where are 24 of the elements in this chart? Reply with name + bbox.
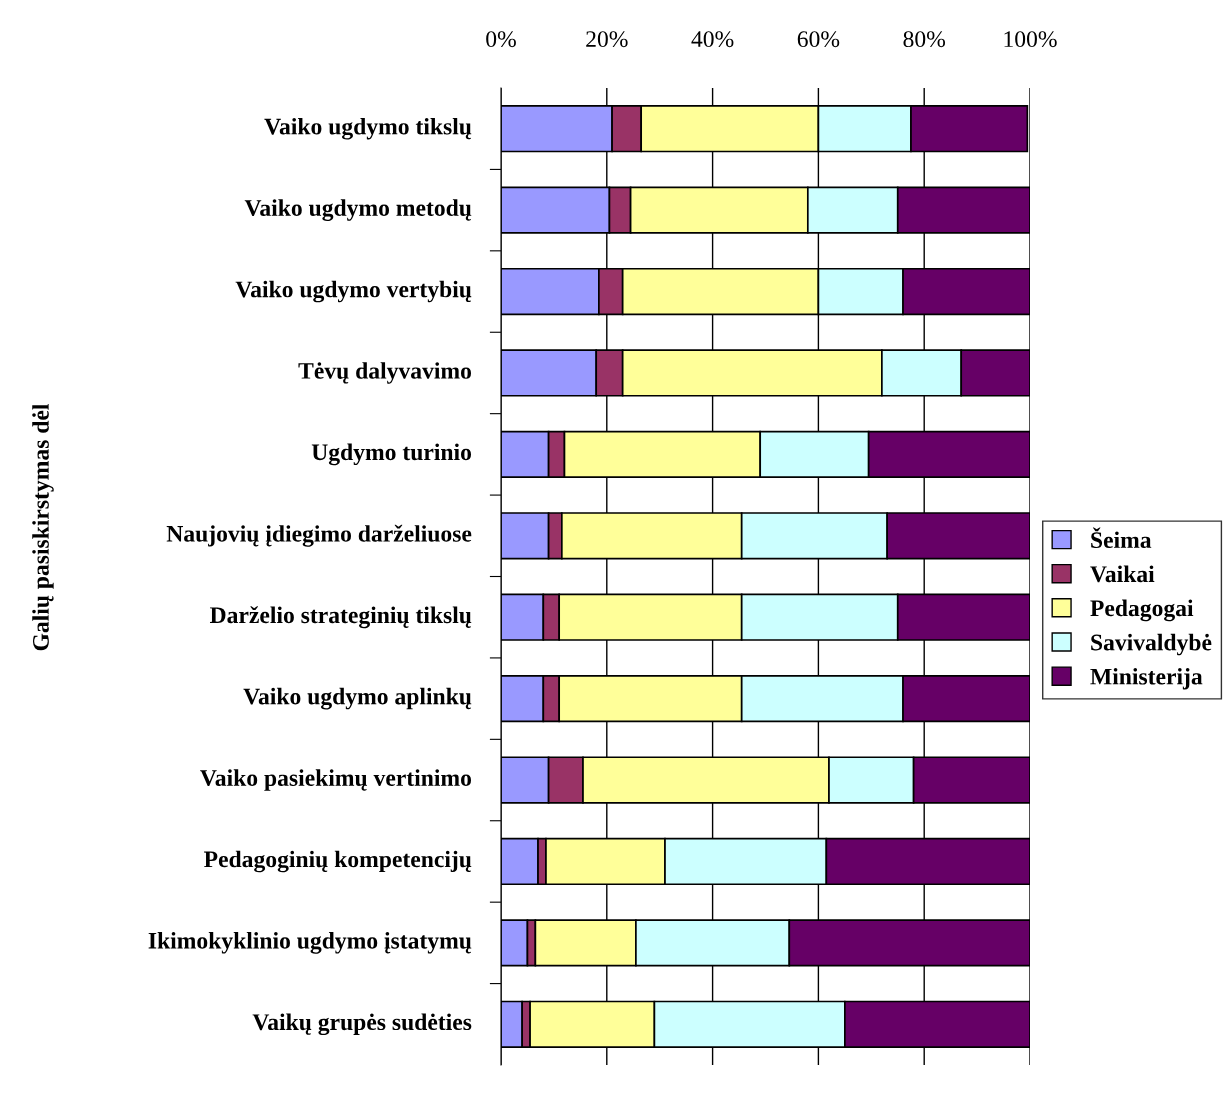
y-tick-label: Ugdymo turinio xyxy=(311,443,472,466)
y-tick-label: Pedagoginių kompetencijų xyxy=(204,850,472,873)
x-tick-label: 80% xyxy=(903,31,946,48)
y-tick-label: Vaiko ugdymo metodų xyxy=(244,199,472,221)
y-tick-label: Vaiko ugdymo aplinkų xyxy=(243,687,472,710)
y-tick-label: Vaiko ugdymo tikslų xyxy=(264,117,472,140)
legend-label: Savivaldybė xyxy=(1091,633,1212,656)
y-tick-label: Darželio strateginių tikslų xyxy=(210,606,472,629)
y-tick-label: Naujovių įdiegimo darželiuose xyxy=(166,524,472,547)
y-tick-label: Vaiko ugdymo vertybių xyxy=(235,280,472,303)
legend-label: Vaikai xyxy=(1090,565,1155,583)
y-axis-title: Galių pasiskirstymas dėl xyxy=(32,403,54,651)
x-tick-label: 100% xyxy=(1004,31,1057,48)
y-tick-label: Vaiko pasiekimų vertinimo xyxy=(200,769,472,791)
legend-label: Šeima xyxy=(1091,527,1152,549)
x-tick-label: 60% xyxy=(797,31,840,48)
legend-label: Ministerija xyxy=(1090,667,1203,690)
y-tick-label: Tėvų dalyvavimo xyxy=(298,362,472,384)
x-tick-label: 40% xyxy=(691,31,734,48)
x-tick-label: 20% xyxy=(586,31,628,48)
y-tick-label: Ikimokyklinio ugdymo įstatymų xyxy=(148,932,472,954)
x-tick-label: 0% xyxy=(486,31,516,48)
y-tick-label: Vaikų grupės sudėties xyxy=(252,1013,472,1036)
legend-label: Pedagogai xyxy=(1090,599,1194,622)
